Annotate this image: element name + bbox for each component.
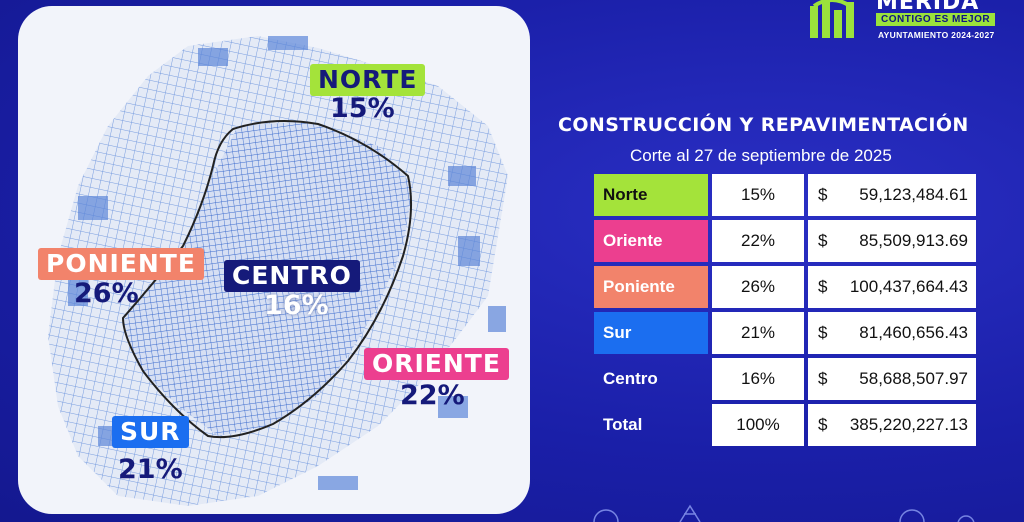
row-amount: 100,437,664.43 xyxy=(849,277,968,296)
row-amount: 58,688,507.97 xyxy=(859,369,968,388)
zone-label-poniente: PONIENTE xyxy=(38,248,204,280)
zone-label-norte: NORTE xyxy=(310,64,426,96)
zone-pct-oriente: 22% xyxy=(400,380,465,411)
zone-pct-norte: 15% xyxy=(330,93,395,124)
row-amount: 385,220,227.13 xyxy=(849,415,968,434)
row-amount-cell: $385,220,227.13 xyxy=(808,404,976,446)
city-map: NORTE 15% PONIENTE 26% CENTRO 16% ORIENT… xyxy=(18,6,530,514)
row-pct: 26% xyxy=(712,266,804,308)
row-pct: 22% xyxy=(712,220,804,262)
row-amount-cell: $100,437,664.43 xyxy=(808,266,976,308)
currency-symbol: $ xyxy=(818,323,828,342)
zone-label-sur: SUR xyxy=(112,416,189,448)
row-pct: 15% xyxy=(712,174,804,216)
sun-icon xyxy=(899,509,925,522)
zone-pct-centro: 16% xyxy=(264,290,329,321)
bottom-decorative-icons xyxy=(593,504,975,522)
summary-subtitle: Corte al 27 de septiembre de 2025 xyxy=(630,146,892,165)
currency-symbol: $ xyxy=(818,231,828,250)
currency-symbol: $ xyxy=(818,277,828,296)
currency-symbol: $ xyxy=(818,415,828,434)
logo-tagline: CONTIGO ES MEJOR xyxy=(876,13,996,26)
zone-label-centro: CENTRO xyxy=(224,260,360,292)
row-name: Sur xyxy=(594,312,708,354)
summary-title: CONSTRUCCIÓN Y REPAVIMENTACIÓN xyxy=(558,114,969,136)
zone-label-oriente: ORIENTE xyxy=(364,348,509,380)
currency-symbol: $ xyxy=(818,185,828,204)
zone-pct-sur: 21% xyxy=(118,454,183,485)
row-amount-cell: $58,688,507.97 xyxy=(808,358,976,400)
row-pct: 16% xyxy=(712,358,804,400)
logo-ayuntamiento: AYUNTAMIENTO 2024-2027 xyxy=(878,30,995,40)
zone-pct-poniente: 26% xyxy=(74,278,139,309)
currency-symbol: $ xyxy=(818,369,828,388)
row-amount: 85,509,913.69 xyxy=(859,231,968,250)
logo-brand-text: MÉRIDA xyxy=(876,0,980,15)
row-pct: 21% xyxy=(712,312,804,354)
building-icon xyxy=(679,504,701,522)
row-name: Poniente xyxy=(594,266,708,308)
person-icon xyxy=(957,515,975,522)
row-name: Oriente xyxy=(594,220,708,262)
row-amount-cell: $59,123,484.61 xyxy=(808,174,976,216)
row-amount-cell: $81,460,656.43 xyxy=(808,312,976,354)
row-pct: 100% xyxy=(712,404,804,446)
sun-icon xyxy=(593,509,619,522)
row-amount: 59,123,484.61 xyxy=(859,185,968,204)
row-name: Norte xyxy=(594,174,708,216)
row-amount-cell: $85,509,913.69 xyxy=(808,220,976,262)
row-name: Total xyxy=(603,415,643,434)
merida-logo-mark-icon xyxy=(810,0,854,38)
merida-logo: MÉRIDA CONTIGO ES MEJOR AYUNTAMIENTO 202… xyxy=(808,0,1008,48)
row-amount: 81,460,656.43 xyxy=(859,323,968,342)
row-name: Centro xyxy=(603,369,658,388)
